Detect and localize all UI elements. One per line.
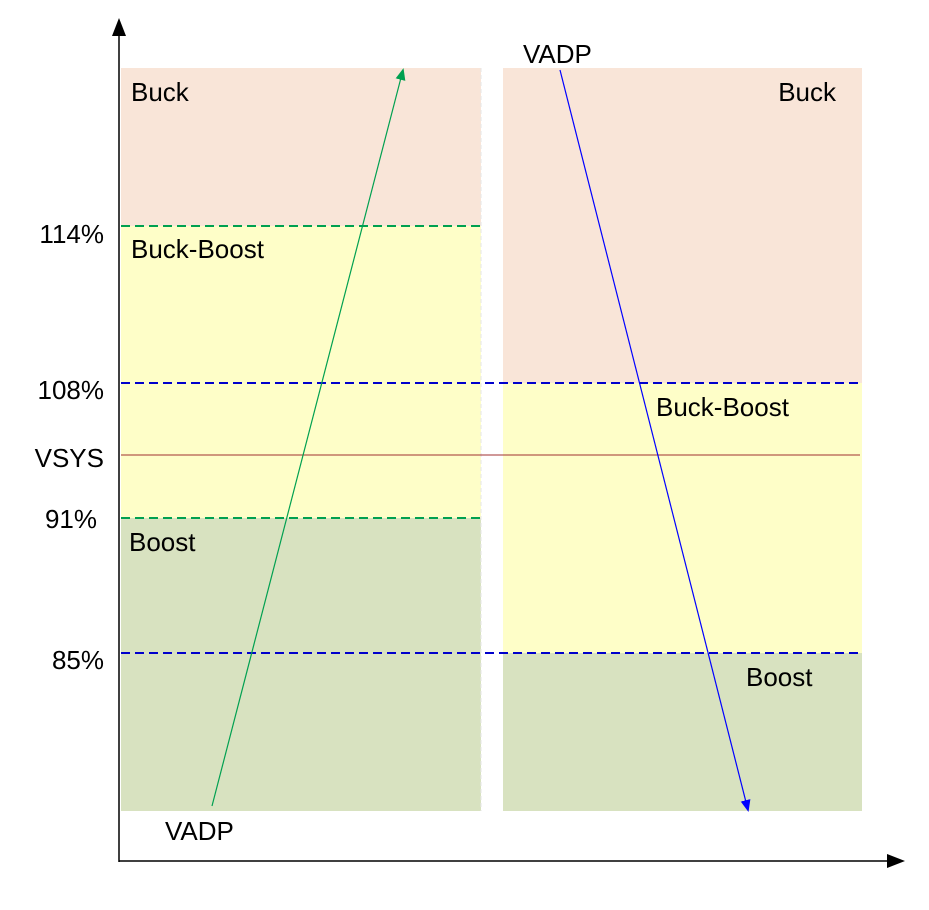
right-buck-boost-label: Buck-Boost bbox=[656, 392, 790, 422]
right-buck-region bbox=[503, 68, 862, 383]
left-buck-region bbox=[121, 68, 481, 226]
left-buck-boost-region bbox=[121, 226, 481, 518]
rising-vadp-arrow bbox=[211, 68, 406, 807]
left-vadp-label: VADP bbox=[165, 816, 234, 846]
left-buck-label: Buck bbox=[131, 77, 190, 107]
label-vsys: VSYS bbox=[35, 443, 104, 473]
left-boost-label: Boost bbox=[129, 527, 196, 557]
label-85: 85% bbox=[52, 645, 104, 675]
right-buck-boost-region bbox=[503, 383, 862, 653]
label-114: 114% bbox=[39, 219, 104, 249]
right-boost-region bbox=[503, 653, 862, 811]
right-buck-label: Buck bbox=[778, 77, 837, 107]
right-vadp-label: VADP bbox=[523, 39, 592, 69]
label-108: 108% bbox=[38, 375, 105, 405]
x-axis-arrowhead bbox=[887, 854, 905, 868]
right-boost-label: Boost bbox=[746, 662, 813, 692]
left-buck-boost-label: Buck-Boost bbox=[131, 234, 265, 264]
label-91: 91% bbox=[45, 504, 97, 534]
y-axis-arrowhead bbox=[112, 18, 126, 36]
falling-vadp-arrow bbox=[559, 69, 751, 812]
left-boost-region bbox=[121, 518, 481, 811]
